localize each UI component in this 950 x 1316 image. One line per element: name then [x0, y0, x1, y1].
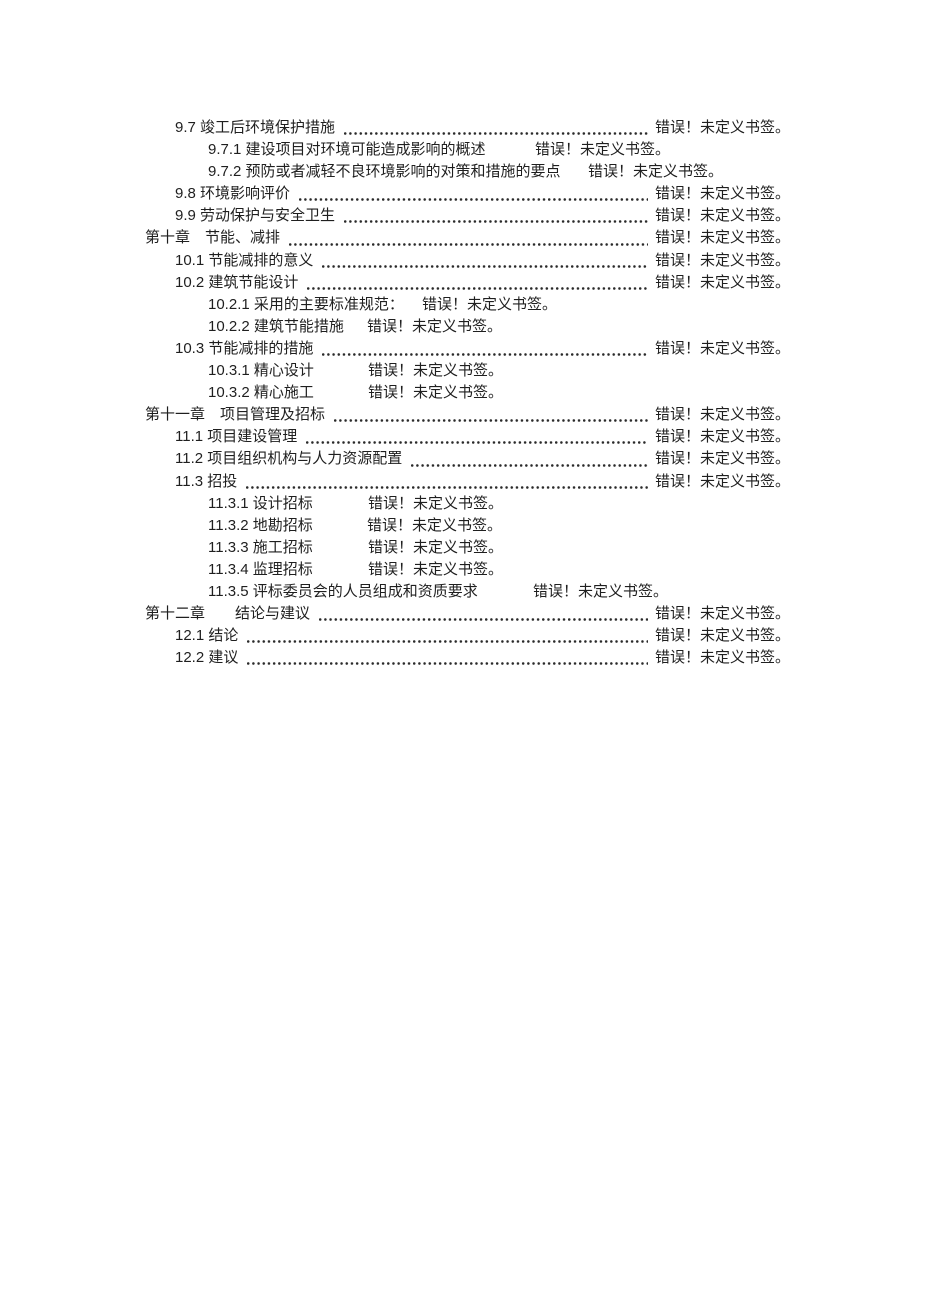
toc-entry[interactable]: 9.7 竣工后环境保护措施 错误！未定义书签。 — [175, 117, 790, 139]
toc-entry-title: 10.1 节能减排的意义 — [175, 251, 314, 269]
toc-entry-title: 10.3.1 精心设计 — [208, 362, 314, 380]
toc-entry[interactable]: 12.1 结论 错误！未定义书签。 — [175, 625, 790, 647]
toc-entry-title: 12.2 建议 — [175, 649, 239, 667]
toc-entry-title: 10.3.2 精心施工 — [208, 384, 314, 402]
toc-entry[interactable]: 10.3.2 精心施工 错误！未定义书签。 — [208, 382, 950, 404]
toc-entry-title: 11.3.2 地勘招标 — [208, 516, 313, 534]
toc-entry[interactable]: 11.3.1 设计招标 错误！未定义书签。 — [208, 493, 950, 515]
dot-leader — [319, 618, 648, 622]
error-bookmark-label: 错误！未定义书签。 — [367, 516, 503, 534]
error-bookmark-label: 错误！未定义书签。 — [368, 494, 504, 512]
error-bookmark-label: 错误！未定义书签。 — [535, 141, 671, 159]
dot-leader — [299, 198, 648, 202]
toc-entry-title: 11.3.1 设计招标 — [208, 494, 313, 512]
toc-entry-title: 11.3.4 监理招标 — [208, 560, 313, 578]
toc-entry[interactable]: 10.2 建筑节能设计 错误！未定义书签。 — [175, 272, 790, 294]
toc-entry[interactable]: 10.2.1 采用的主要标准规范： 错误！未定义书签。 — [208, 294, 950, 316]
toc-entry[interactable]: 第十二章 结论与建议 错误！未定义书签。 — [145, 603, 790, 625]
error-bookmark-label: 错误！未定义书签。 — [654, 273, 790, 291]
error-bookmark-label: 错误！未定义书签。 — [654, 339, 790, 357]
toc-entry-title: 第十二章 结论与建议 — [145, 605, 311, 623]
toc-entry[interactable]: 10.1 节能减排的意义 错误！未定义书签。 — [175, 250, 790, 272]
dot-leader — [322, 353, 648, 357]
error-bookmark-label: 错误！未定义书签。 — [654, 428, 790, 446]
toc-entry[interactable]: 11.1 项目建设管理 错误！未定义书签。 — [175, 426, 790, 448]
toc-entry-title: 9.8 环境影响评价 — [175, 185, 291, 203]
error-bookmark-label: 错误！未定义书签。 — [654, 450, 790, 468]
dot-leader — [334, 419, 648, 423]
toc-entry[interactable]: 9.7.2 预防或者减轻不良环境影响的对策和措施的要点 错误！未定义书签。 — [208, 161, 950, 183]
toc-entry-title: 10.3 节能减排的措施 — [175, 339, 314, 357]
toc-entry-title: 10.2.2 建筑节能措施 — [208, 317, 344, 335]
error-bookmark-label: 错误！未定义书签。 — [654, 406, 790, 424]
dot-leader — [247, 662, 648, 666]
error-bookmark-label: 错误！未定义书签。 — [654, 472, 790, 490]
toc-entry-title: 9.7 竣工后环境保护措施 — [175, 119, 336, 136]
dot-leader — [246, 485, 648, 489]
toc-entry-title: 11.2 项目组织机构与人力资源配置 — [175, 450, 403, 468]
error-bookmark-label: 错误！未定义书签。 — [654, 229, 790, 247]
toc-entry[interactable]: 10.2.2 建筑节能措施 错误！未定义书签。 — [208, 316, 950, 338]
error-bookmark-label: 错误！未定义书签。 — [654, 185, 790, 203]
toc-entry-title: 10.2.1 采用的主要标准规范： — [208, 295, 404, 313]
error-bookmark-label: 错误！未定义书签。 — [654, 627, 790, 645]
toc-entry[interactable]: 11.3.3 施工招标 错误！未定义书签。 — [208, 537, 950, 559]
error-bookmark-label: 错误！未定义书签。 — [654, 119, 790, 136]
error-bookmark-label: 错误！未定义书签。 — [422, 295, 558, 313]
error-bookmark-label: 错误！未定义书签。 — [368, 538, 504, 556]
error-bookmark-label: 错误！未定义书签。 — [368, 362, 504, 380]
dot-leader — [289, 242, 648, 246]
toc-entry-title: 第十一章 项目管理及招标 — [145, 406, 326, 424]
toc-entry-title: 11.3.5 评标委员会的人员组成和资质要求 — [208, 582, 478, 600]
error-bookmark-label: 错误！未定义书签。 — [533, 582, 669, 600]
toc-entry-title: 第十章 节能、减排 — [145, 229, 281, 247]
toc-entry-title: 11.3 招投 — [175, 472, 238, 490]
error-bookmark-label: 错误！未定义书签。 — [654, 251, 790, 269]
toc-entry-title: 9.9 劳动保护与安全卫生 — [175, 207, 336, 225]
toc-entry-title: 10.2 建筑节能设计 — [175, 273, 299, 291]
toc-entry-title: 12.1 结论 — [175, 627, 239, 645]
error-bookmark-label: 错误！未定义书签。 — [654, 605, 790, 623]
error-bookmark-label: 错误！未定义书签。 — [588, 163, 724, 181]
toc-entry[interactable]: 11.3 招投 错误！未定义书签。 — [175, 471, 790, 493]
dot-leader — [344, 220, 648, 224]
dot-leader — [411, 463, 648, 467]
toc-entry[interactable]: 第十章 节能、减排 错误！未定义书签。 — [145, 227, 790, 249]
dot-leader — [344, 132, 648, 136]
error-bookmark-label: 错误！未定义书签。 — [368, 560, 504, 578]
toc-entry[interactable]: 12.2 建议 错误！未定义书签。 — [175, 647, 790, 669]
toc-entry[interactable]: 11.2 项目组织机构与人力资源配置 错误！未定义书签。 — [175, 448, 790, 470]
error-bookmark-label: 错误！未定义书签。 — [367, 317, 503, 335]
toc-entry[interactable]: 10.3.1 精心设计 错误！未定义书签。 — [208, 360, 950, 382]
toc-entry[interactable]: 9.8 环境影响评价 错误！未定义书签。 — [175, 183, 790, 205]
toc-entry-title: 11.1 项目建设管理 — [175, 428, 298, 446]
error-bookmark-label: 错误！未定义书签。 — [654, 207, 790, 225]
toc-entry[interactable]: 11.3.5 评标委员会的人员组成和资质要求 错误！未定义书签。 — [208, 581, 950, 603]
error-bookmark-label: 错误！未定义书签。 — [368, 384, 504, 402]
table-of-contents: 9.7 竣工后环境保护措施 错误！未定义书签。 9.7.1 建设项目对环境可能造成影… — [0, 117, 950, 669]
toc-entry-title: 11.3.3 施工招标 — [208, 538, 313, 556]
dot-leader — [247, 640, 648, 644]
dot-leader — [306, 441, 648, 445]
toc-entry[interactable]: 11.3.2 地勘招标 错误！未定义书签。 — [208, 515, 950, 537]
dot-leader — [322, 264, 648, 268]
toc-entry[interactable]: 9.9 劳动保护与安全卫生 错误！未定义书签。 — [175, 205, 790, 227]
toc-entry-title: 9.7.1 建设项目对环境可能造成影响的概述 — [208, 141, 486, 159]
toc-entry[interactable]: 10.3 节能减排的措施 错误！未定义书签。 — [175, 338, 790, 360]
toc-entry[interactable]: 9.7.1 建设项目对环境可能造成影响的概述 错误！未定义书签。 — [208, 139, 950, 161]
dot-leader — [307, 286, 648, 290]
error-bookmark-label: 错误！未定义书签。 — [654, 649, 790, 667]
toc-entry-title: 9.7.2 预防或者减轻不良环境影响的对策和措施的要点 — [208, 163, 561, 181]
toc-entry[interactable]: 11.3.4 监理招标 错误！未定义书签。 — [208, 559, 950, 581]
toc-entry[interactable]: 第十一章 项目管理及招标 错误！未定义书签。 — [145, 404, 790, 426]
